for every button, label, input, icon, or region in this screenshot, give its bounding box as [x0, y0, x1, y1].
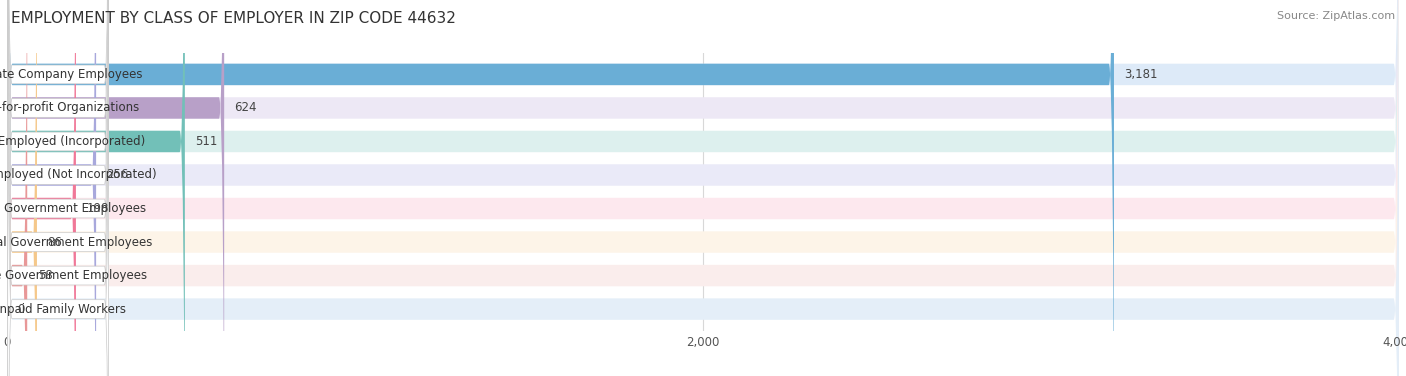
FancyBboxPatch shape — [7, 0, 1114, 376]
Text: 86: 86 — [48, 235, 62, 249]
Text: 58: 58 — [38, 269, 52, 282]
FancyBboxPatch shape — [7, 0, 27, 376]
Text: 256: 256 — [107, 168, 129, 182]
Text: Unpaid Family Workers: Unpaid Family Workers — [0, 303, 125, 315]
Text: Self-Employed (Not Incorporated): Self-Employed (Not Incorporated) — [0, 168, 157, 182]
FancyBboxPatch shape — [7, 0, 108, 376]
FancyBboxPatch shape — [7, 0, 1399, 376]
FancyBboxPatch shape — [7, 0, 1399, 376]
FancyBboxPatch shape — [7, 0, 108, 376]
Text: Federal Government Employees: Federal Government Employees — [0, 235, 153, 249]
FancyBboxPatch shape — [7, 0, 108, 376]
Text: 3,181: 3,181 — [1125, 68, 1159, 81]
FancyBboxPatch shape — [7, 0, 1399, 376]
FancyBboxPatch shape — [7, 0, 1399, 376]
FancyBboxPatch shape — [7, 0, 108, 376]
FancyBboxPatch shape — [7, 0, 108, 376]
FancyBboxPatch shape — [7, 0, 1399, 376]
FancyBboxPatch shape — [7, 0, 184, 376]
Text: 624: 624 — [235, 102, 257, 114]
FancyBboxPatch shape — [7, 0, 96, 376]
Text: Source: ZipAtlas.com: Source: ZipAtlas.com — [1277, 11, 1395, 21]
Text: 0: 0 — [17, 303, 25, 315]
FancyBboxPatch shape — [7, 0, 76, 376]
Text: Self-Employed (Incorporated): Self-Employed (Incorporated) — [0, 135, 145, 148]
Text: Local Government Employees: Local Government Employees — [0, 202, 146, 215]
FancyBboxPatch shape — [7, 0, 1399, 376]
Text: Not-for-profit Organizations: Not-for-profit Organizations — [0, 102, 139, 114]
FancyBboxPatch shape — [7, 0, 108, 376]
Text: 511: 511 — [195, 135, 218, 148]
FancyBboxPatch shape — [7, 0, 37, 376]
FancyBboxPatch shape — [7, 0, 108, 376]
FancyBboxPatch shape — [7, 0, 224, 376]
Text: EMPLOYMENT BY CLASS OF EMPLOYER IN ZIP CODE 44632: EMPLOYMENT BY CLASS OF EMPLOYER IN ZIP C… — [11, 11, 456, 26]
FancyBboxPatch shape — [7, 0, 1399, 376]
Text: 198: 198 — [86, 202, 108, 215]
FancyBboxPatch shape — [7, 0, 108, 376]
Text: Private Company Employees: Private Company Employees — [0, 68, 143, 81]
Text: State Government Employees: State Government Employees — [0, 269, 146, 282]
FancyBboxPatch shape — [7, 0, 1399, 376]
